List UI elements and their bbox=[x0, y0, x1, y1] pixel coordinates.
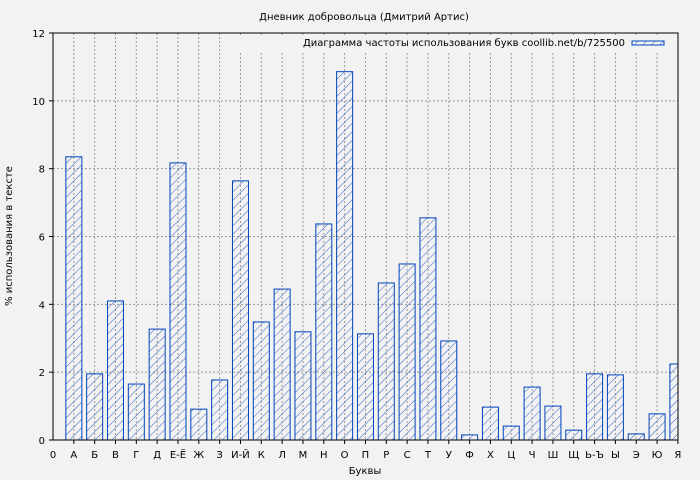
x-tick-label: Б bbox=[91, 450, 98, 461]
y-tick-label: 12 bbox=[32, 29, 45, 40]
bar-Ш bbox=[544, 405, 562, 440]
x-tick-label: Ы bbox=[611, 450, 620, 461]
x-tick-label: Е-Ё bbox=[170, 448, 186, 461]
bar-М bbox=[294, 331, 312, 440]
bar-П bbox=[356, 333, 374, 440]
bar-Ч bbox=[523, 386, 541, 440]
x-tick-label: Т bbox=[424, 450, 432, 461]
bar-С bbox=[398, 263, 416, 440]
x-tick-label: У bbox=[446, 450, 452, 461]
x-tick-label: О bbox=[341, 450, 349, 461]
x-tick-label: Х bbox=[487, 450, 494, 461]
bar-Ф bbox=[461, 434, 479, 440]
x-tick-label: В bbox=[112, 450, 119, 461]
x-tick-label: Э bbox=[633, 450, 640, 461]
bar-Д bbox=[148, 328, 166, 440]
y-tick-label: 2 bbox=[39, 368, 45, 379]
legend-label: Диаграмма частоты использования букв coo… bbox=[303, 38, 625, 49]
x-tick-label: Ц bbox=[507, 450, 515, 461]
y-tick-label: 8 bbox=[39, 165, 45, 176]
x-tick-label: Г bbox=[133, 450, 139, 461]
x-tick-label: 0 bbox=[50, 450, 56, 461]
bar-Р bbox=[377, 282, 395, 440]
y-axis-label: % использования в тексте bbox=[4, 166, 15, 306]
bar-Э bbox=[627, 433, 645, 440]
x-tick-label: Р bbox=[383, 450, 389, 461]
bar-В bbox=[106, 300, 124, 440]
y-tick-label: 6 bbox=[39, 233, 45, 244]
x-tick-label: К bbox=[258, 450, 265, 461]
bar-О bbox=[336, 71, 354, 440]
y-tick-label: 0 bbox=[39, 436, 45, 447]
x-axis-label: Буквы bbox=[349, 466, 382, 477]
bar-Ь-Ъ bbox=[586, 373, 604, 440]
x-tick-label: Л bbox=[278, 450, 286, 461]
x-tick-label: Н bbox=[320, 450, 328, 461]
x-tick-label: А bbox=[70, 450, 77, 461]
bar-Л bbox=[273, 288, 291, 440]
x-tick-label: Щ bbox=[568, 450, 579, 461]
bar-Х bbox=[481, 406, 499, 440]
bar-К bbox=[252, 321, 270, 440]
bar-З bbox=[211, 379, 229, 440]
x-tick-label: Д bbox=[153, 450, 161, 461]
x-tick-label: Ж bbox=[193, 450, 204, 461]
bar-Ж bbox=[190, 408, 208, 440]
bar-И-Й bbox=[231, 180, 249, 440]
x-tick-label: П bbox=[362, 450, 370, 461]
bar-Т bbox=[419, 217, 437, 440]
x-tick-label: М bbox=[299, 450, 308, 461]
x-tick-label: С bbox=[404, 450, 411, 461]
legend-box bbox=[240, 35, 672, 51]
x-tick-label: Ч bbox=[529, 450, 536, 461]
x-tick-label: Ф bbox=[465, 450, 474, 461]
x-tick-label: Ю bbox=[652, 450, 663, 461]
x-tick-label: Я bbox=[674, 450, 681, 461]
bar-Н bbox=[315, 223, 333, 440]
legend-swatch bbox=[631, 40, 665, 46]
bar-Ы bbox=[606, 374, 624, 440]
chart-title: Дневник добровольца (Дмитрий Артис) bbox=[259, 12, 469, 23]
bar-Е-Ё bbox=[169, 162, 187, 440]
bar-Щ bbox=[565, 429, 583, 440]
y-tick-label: 10 bbox=[32, 97, 45, 108]
bar-У bbox=[440, 340, 458, 440]
bar-Г bbox=[127, 383, 145, 440]
bar-Б bbox=[86, 373, 104, 440]
x-tick-label: Ш bbox=[548, 450, 559, 461]
bar-Ю bbox=[648, 413, 666, 440]
bar-А bbox=[65, 156, 83, 440]
bar-Ц bbox=[502, 425, 520, 440]
x-tick-label: З bbox=[216, 450, 222, 461]
y-tick-label: 4 bbox=[39, 300, 45, 311]
x-tick-label: И-Й bbox=[231, 448, 250, 461]
x-tick-label: Ь-Ъ bbox=[585, 450, 604, 461]
